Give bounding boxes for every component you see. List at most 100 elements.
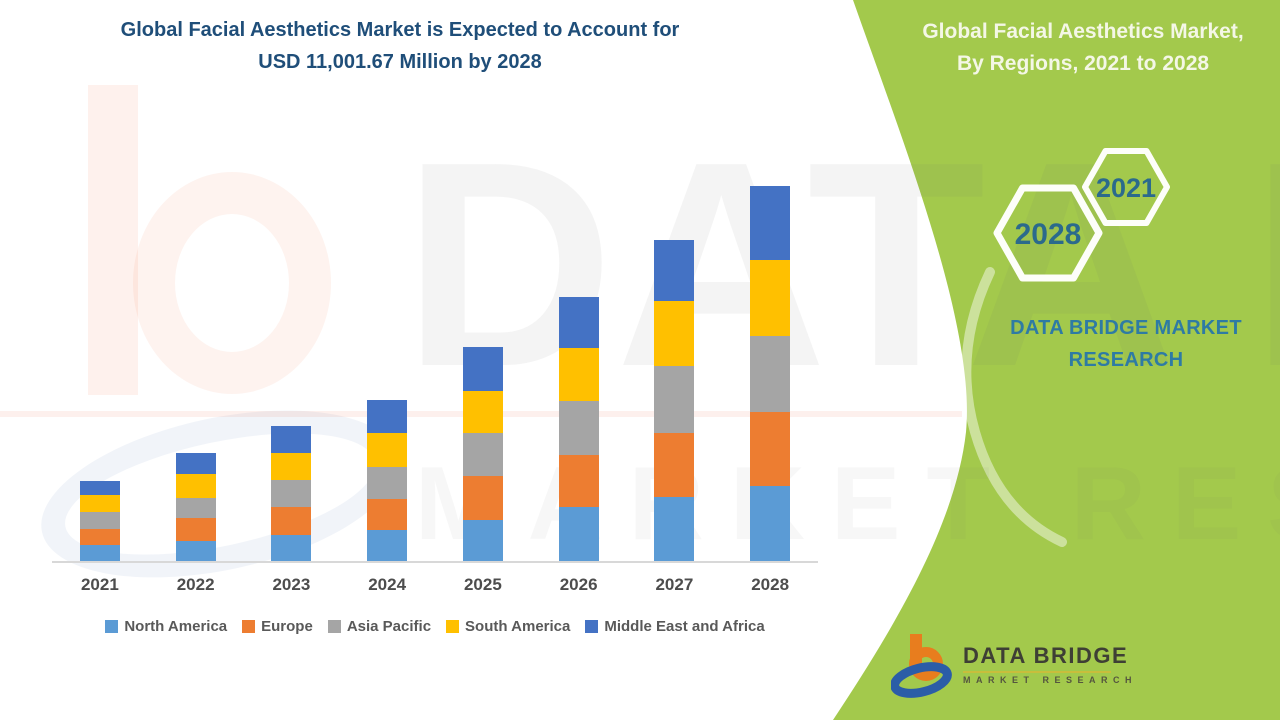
bar-segment-2022-north-america <box>175 540 216 561</box>
bar-segment-2028-south-america <box>750 259 791 336</box>
bar-segment-2025-middle-east-and-africa <box>462 347 503 391</box>
chart-legend: North America Europe Asia Pacific South Ame… <box>40 618 830 635</box>
bar-segment-2024-europe <box>367 498 408 531</box>
bar-2021 <box>79 481 120 561</box>
bar-segment-2022-asia-pacific <box>175 497 216 518</box>
x-label-2025: 2025 <box>463 575 502 594</box>
bar-segment-2028-north-america <box>750 485 791 561</box>
x-label-2023: 2023 <box>272 575 311 594</box>
bar-segment-2024-middle-east-and-africa <box>367 399 408 433</box>
x-label-2022: 2022 <box>176 575 215 594</box>
legend-swatch-middle-east-and-africa <box>585 620 599 633</box>
x-label-2024: 2024 <box>368 575 407 594</box>
legend-item-north-america: North America <box>105 618 227 635</box>
bar-segment-2023-middle-east-and-africa <box>271 425 312 454</box>
bar-segment-2026-south-america <box>558 348 599 401</box>
legend-item-middle-east-and-africa: Middle East and Africa <box>585 618 765 635</box>
x-label-2028: 2028 <box>751 575 790 594</box>
bar-segment-2025-asia-pacific <box>462 433 503 476</box>
chart-title-line2: USD 11,001.67 Million by 2028 <box>258 51 542 73</box>
bar-segment-2027-south-america <box>654 301 695 366</box>
watermark-logo-stem <box>88 85 138 395</box>
x-axis-line <box>52 561 818 563</box>
bar-2026 <box>558 296 599 561</box>
legend-swatch-north-america <box>105 620 119 633</box>
bar-segment-2024-north-america <box>367 530 408 561</box>
chart-title-line1: Global Facial Aesthetics Market is Expec… <box>120 19 680 41</box>
bar-segment-2022-europe <box>175 517 216 541</box>
legend-item-south-america: South America <box>446 618 570 635</box>
bar-segment-2026-north-america <box>558 507 599 561</box>
logo-swoosh <box>891 662 952 698</box>
bar-segment-2027-north-america <box>654 496 695 561</box>
bar-segment-2023-asia-pacific <box>271 480 312 507</box>
legend-label-south-america: South America <box>465 618 571 635</box>
x-label-2027: 2027 <box>655 575 694 594</box>
bar-segment-2021-asia-pacific <box>79 512 120 530</box>
panel-arc-decoration <box>961 267 1067 547</box>
legend-item-asia-pacific: Asia Pacific <box>327 618 432 635</box>
bar-segment-2024-asia-pacific <box>367 466 408 499</box>
bar-segment-2025-south-america <box>462 390 503 434</box>
hexagon-2028-label: 2028 <box>1015 218 1082 251</box>
legend-swatch-south-america <box>446 620 460 633</box>
hexagon-2021 <box>1082 148 1170 226</box>
legend-swatch-europe <box>242 620 256 633</box>
bar-segment-2028-europe <box>750 411 791 486</box>
bar-2028 <box>750 186 791 561</box>
footer-logo: DATA BRIDGE MARKET RESEARCH <box>891 630 1137 698</box>
chart-title: Global Facial Aesthetics Market is Expec… <box>30 14 770 78</box>
x-axis-labels: 2021 2022 2023 2024 2025 2026 2027 2028 <box>52 575 818 599</box>
bar-2025 <box>462 347 503 561</box>
bar-segment-2028-asia-pacific <box>750 335 791 412</box>
stacked-bar-plot <box>52 161 818 561</box>
logo-underline <box>963 670 1111 673</box>
bar-segment-2025-north-america <box>462 520 503 561</box>
bar-segment-2023-north-america <box>271 535 312 561</box>
bar-2024 <box>367 399 408 561</box>
legend-label-europe: Europe <box>261 618 313 635</box>
bar-segment-2021-south-america <box>79 495 120 513</box>
logo-subtitle: MARKET RESEARCH <box>963 674 1138 685</box>
bar-segment-2022-south-america <box>175 474 216 498</box>
bar-segment-2026-asia-pacific <box>558 400 599 455</box>
bar-segment-2027-europe <box>654 433 695 497</box>
bar-2023 <box>271 425 312 561</box>
bar-segment-2027-middle-east-and-africa <box>654 240 695 302</box>
x-label-2026: 2026 <box>559 575 598 594</box>
legend-label-north-america: North America <box>124 618 228 635</box>
bar-2027 <box>654 240 695 561</box>
side-panel-background <box>833 0 1280 720</box>
watermark-text-primary: DATA B <box>403 118 1280 410</box>
hexagon-2021-label: 2021 <box>1096 173 1156 203</box>
legend-label-asia-pacific: Asia Pacific <box>346 618 432 635</box>
side-panel-title-line1: Global Facial Aesthetics Market, <box>922 20 1244 43</box>
data-bridge-logo-icon <box>891 634 952 698</box>
bar-segment-2023-south-america <box>271 453 312 481</box>
bar-segment-2028-middle-east-and-africa <box>750 186 791 260</box>
legend-swatch-asia-pacific <box>327 620 341 633</box>
bar-segment-2026-europe <box>558 454 599 508</box>
side-panel-title: Global Facial Aesthetics Market, By Regi… <box>890 16 1276 79</box>
bar-segment-2022-middle-east-and-africa <box>175 452 216 475</box>
brand-text: DATA BRIDGE MARKET RESEARCH <box>1010 317 1242 371</box>
x-label-2021: 2021 <box>80 575 119 594</box>
bar-segment-2026-middle-east-and-africa <box>558 296 599 349</box>
bar-segment-2027-asia-pacific <box>654 365 695 433</box>
bar-segment-2023-europe <box>271 506 312 536</box>
legend-item-europe: Europe <box>242 618 313 635</box>
bar-2022 <box>175 452 216 561</box>
logo-title: DATA BRIDGE <box>963 643 1129 669</box>
side-panel-title-line2: By Regions, 2021 to 2028 <box>956 51 1210 75</box>
legend-label-middle-east-and-africa: Middle East and Africa <box>604 618 765 635</box>
bar-segment-2021-middle-east-and-africa <box>79 481 120 496</box>
logo-text: DATA BRIDGE MARKET RESEARCH <box>963 643 1138 685</box>
bar-segment-2025-europe <box>462 475 503 521</box>
bar-segment-2024-south-america <box>367 432 408 467</box>
bar-segment-2021-north-america <box>79 545 120 561</box>
hexagon-2028 <box>993 184 1103 282</box>
bar-segment-2021-europe <box>79 529 120 546</box>
